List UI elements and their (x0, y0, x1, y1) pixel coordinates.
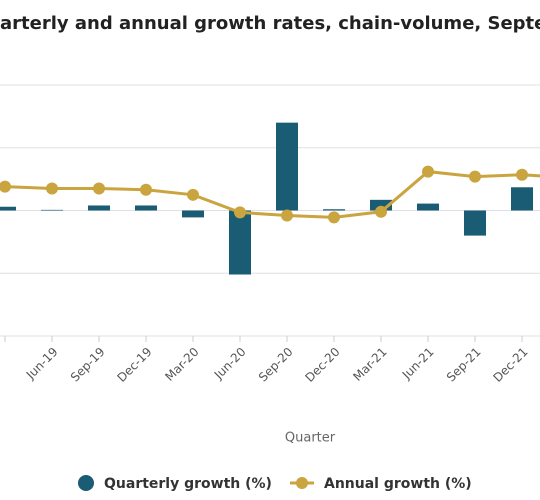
point (422, 165, 434, 178)
bar (370, 199, 392, 211)
bar (0, 206, 16, 211)
point (375, 205, 387, 218)
x-tick-label: Mar-21 (350, 345, 389, 384)
x-tick-label: Dec-19 (114, 345, 154, 385)
bar (323, 209, 345, 211)
x-tick-label: Sep-20 (256, 345, 296, 385)
x-axis-title: Quarter (285, 431, 336, 446)
bar (229, 210, 251, 275)
point (187, 188, 199, 201)
bar (417, 203, 439, 211)
x-tick-label: Jun-20 (211, 345, 249, 383)
point (234, 206, 246, 219)
bar (135, 205, 157, 211)
bar (41, 209, 63, 211)
point (516, 168, 528, 181)
legend-label[interactable]: Quarterly growth (%) (104, 476, 272, 492)
bar (182, 210, 204, 218)
legend-swatch (296, 477, 308, 489)
x-tick-label: Jun-21 (399, 345, 437, 383)
point (93, 182, 105, 195)
x-tick-label: Jun-19 (23, 345, 61, 383)
point (469, 170, 481, 183)
point (0, 180, 11, 193)
bar (464, 210, 486, 236)
x-tick-label: Dec-20 (302, 345, 342, 385)
point (328, 211, 340, 224)
point (46, 182, 58, 195)
x-tick-label: Sep-19 (68, 345, 108, 385)
x-tick-label: Dec-21 (490, 345, 530, 385)
x-tick-label: Mar-20 (162, 345, 201, 384)
legend-swatch (78, 475, 94, 491)
legend-label[interactable]: Annual growth (%) (324, 476, 472, 492)
bar (276, 122, 298, 211)
point (281, 209, 293, 222)
x-tick-label: Sep-21 (444, 345, 484, 385)
bar (511, 187, 533, 211)
bar (88, 205, 110, 211)
chart-title: arterly and annual growth rates, chain-v… (0, 13, 540, 34)
point (140, 183, 152, 196)
